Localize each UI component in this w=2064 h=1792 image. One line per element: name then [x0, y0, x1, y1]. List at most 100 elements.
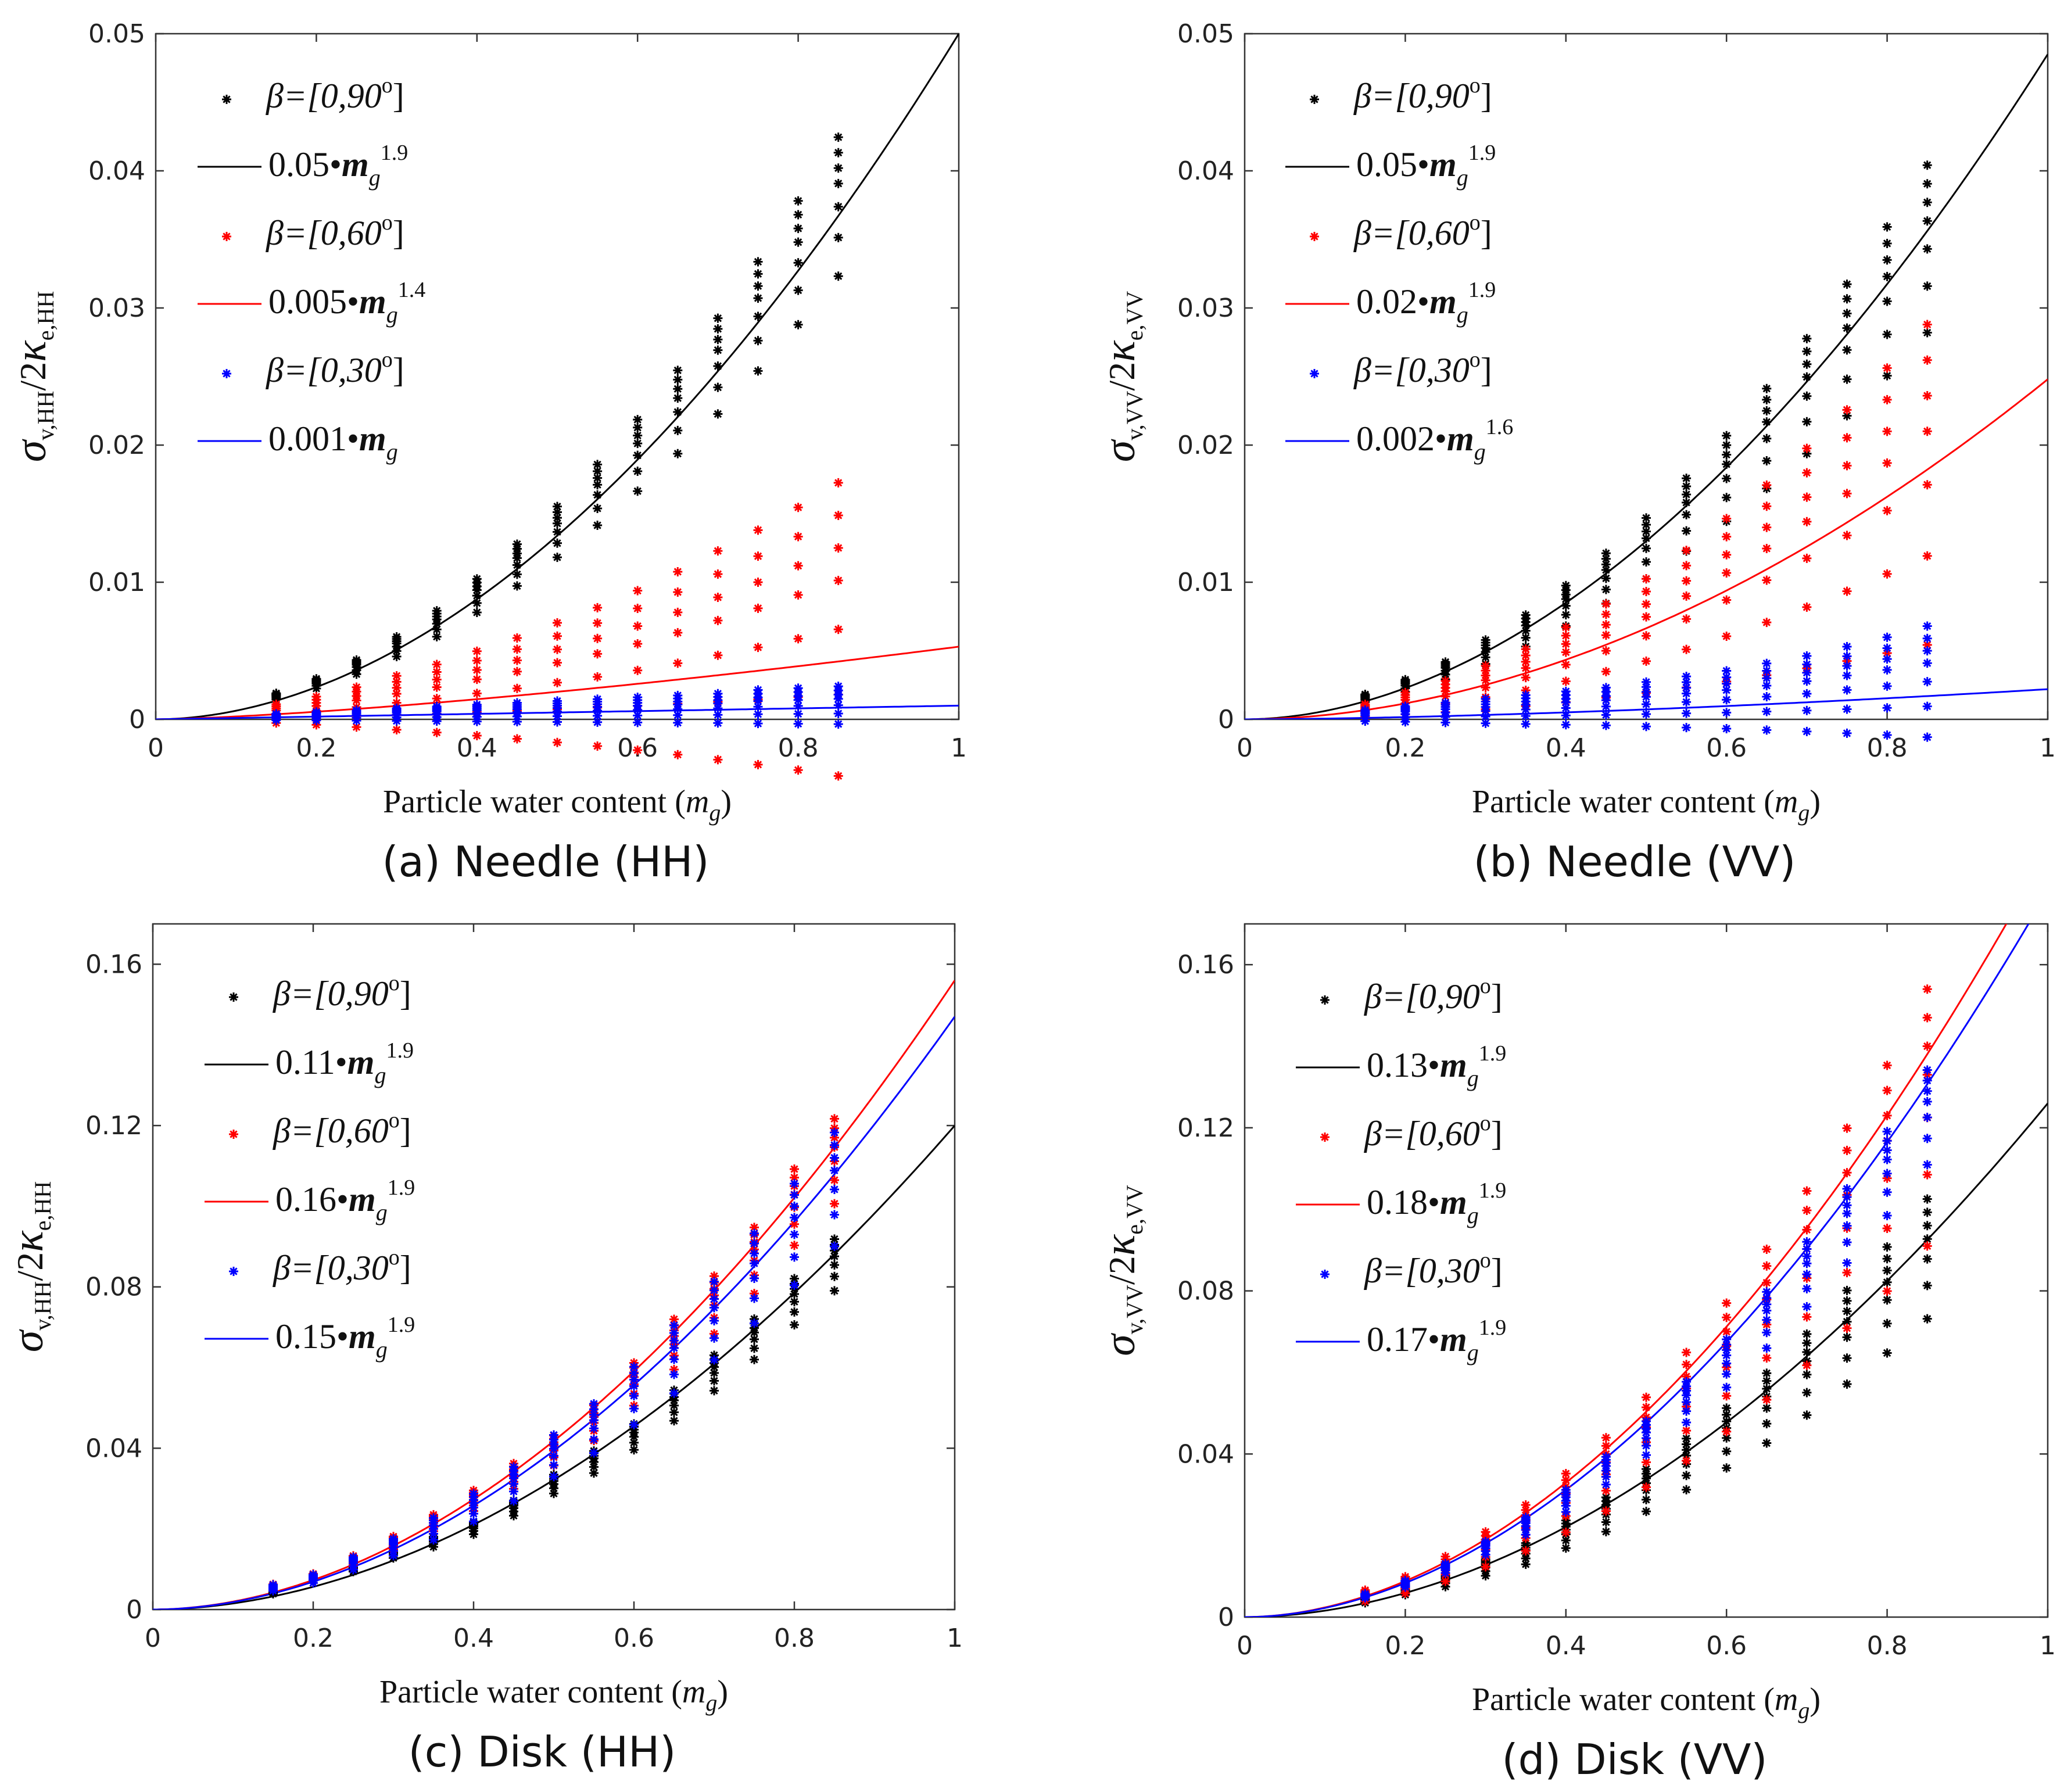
data-point: [1882, 395, 1892, 404]
data-point: [1481, 718, 1490, 728]
data-point: [633, 450, 643, 460]
data-point: [713, 324, 723, 334]
data-point: [833, 148, 843, 157]
legend-bracket: ]: [400, 974, 411, 1013]
data-point: [1481, 653, 1490, 662]
data-point: [1922, 1096, 1932, 1106]
data-point: [352, 655, 361, 665]
data-point: [673, 449, 683, 458]
y-axis-label-kappa: κ: [3, 1230, 52, 1252]
data-point: [1882, 1295, 1892, 1305]
data-point: [1842, 1332, 1852, 1342]
legend-degree: o: [382, 73, 393, 98]
data-point: [1481, 1550, 1490, 1560]
data-point: [1682, 1397, 1692, 1407]
data-point: [1601, 574, 1611, 583]
data-point: [1802, 602, 1812, 612]
legend-label: 0.15•mg1.9: [275, 1313, 415, 1363]
data-point: [352, 669, 361, 679]
legend-bracket: ]: [1491, 977, 1503, 1016]
data-point: [1842, 531, 1852, 540]
data-point: [1561, 630, 1571, 640]
data-point: [589, 1424, 599, 1433]
data-point: [1922, 179, 1932, 189]
data-point: [392, 671, 402, 681]
data-point: [1521, 663, 1531, 673]
legend-marker: [1320, 1132, 1330, 1142]
data-point: [1601, 610, 1611, 619]
data-point: [1360, 716, 1370, 726]
data-point: [1802, 417, 1812, 427]
data-point: [673, 750, 683, 759]
data-point: [472, 574, 482, 584]
legend-var-sub: g: [369, 164, 381, 191]
data-point: [750, 1343, 759, 1353]
data-point: [1802, 372, 1812, 382]
legend-beta: β=[0,60: [266, 214, 382, 252]
data-point: [1882, 296, 1892, 306]
data-point: [1561, 1543, 1571, 1553]
data-point: [392, 704, 402, 714]
legend-beta: β=[0,90: [1364, 977, 1480, 1016]
y-axis-label-sigma-sub: v,HH: [30, 1281, 56, 1331]
x-tick-label: 0.6: [1706, 1631, 1747, 1661]
data-point: [1842, 1285, 1852, 1295]
data-point: [1561, 580, 1571, 590]
x-axis-label: Particle water content (mg): [383, 784, 732, 826]
data-point: [750, 1249, 759, 1259]
data-point: [1802, 1410, 1812, 1420]
legend-label: β=[0,60o]: [273, 1108, 411, 1150]
data-point: [1682, 510, 1692, 519]
data-point: [1682, 1377, 1692, 1386]
legend-coef: 0.05•: [268, 145, 342, 184]
data-point: [1561, 1468, 1571, 1478]
data-point: [512, 644, 522, 654]
legend-label: 0.16•mg1.9: [275, 1175, 415, 1225]
data-point: [1440, 698, 1450, 708]
data-point: [509, 1473, 518, 1483]
data-point: [1922, 658, 1932, 668]
legend-degree: o: [382, 347, 393, 372]
data-point: [1521, 610, 1531, 620]
data-point: [1882, 1224, 1892, 1234]
data-point: [1842, 1184, 1852, 1194]
data-point: [1922, 1160, 1932, 1170]
data-point: [1922, 1041, 1932, 1051]
data-point: [673, 628, 683, 637]
data-point: [472, 675, 482, 684]
data-point: [1561, 639, 1571, 649]
data-point: [1882, 1254, 1892, 1264]
data-point: [629, 1375, 639, 1385]
data-point: [432, 716, 442, 726]
scatter-points: [268, 1114, 839, 1599]
data-point: [753, 366, 763, 376]
data-point: [1842, 489, 1852, 499]
data-point: [1601, 1517, 1611, 1527]
data-point: [1922, 281, 1932, 291]
legend-label: 0.001•mg: [268, 420, 398, 465]
data-point: [553, 707, 562, 716]
data-point: [1762, 406, 1772, 415]
data-point: [1842, 1168, 1852, 1178]
data-point: [673, 393, 683, 403]
data-point: [1682, 644, 1692, 654]
data-point: [1802, 1284, 1812, 1293]
y-axis-label-mid: /2: [1101, 362, 1142, 391]
data-point: [1601, 710, 1611, 720]
data-point: [833, 709, 843, 719]
y-axis-label-sigma: σ: [1095, 439, 1144, 462]
legend-bracket: ]: [1481, 214, 1492, 252]
data-point: [512, 666, 522, 676]
data-point: [1440, 1559, 1450, 1569]
legend-degree: o: [1470, 73, 1481, 98]
data-point: [793, 683, 803, 693]
data-point: [793, 285, 803, 295]
y-tick-label: 0: [1218, 705, 1234, 734]
data-point: [830, 1166, 839, 1175]
data-point: [1601, 585, 1611, 594]
plot-frame: [1244, 33, 2049, 721]
data-point: [1802, 468, 1812, 478]
data-point: [1882, 703, 1892, 713]
y-tick-label: 0.01: [1177, 568, 1234, 597]
data-point: [432, 619, 442, 629]
